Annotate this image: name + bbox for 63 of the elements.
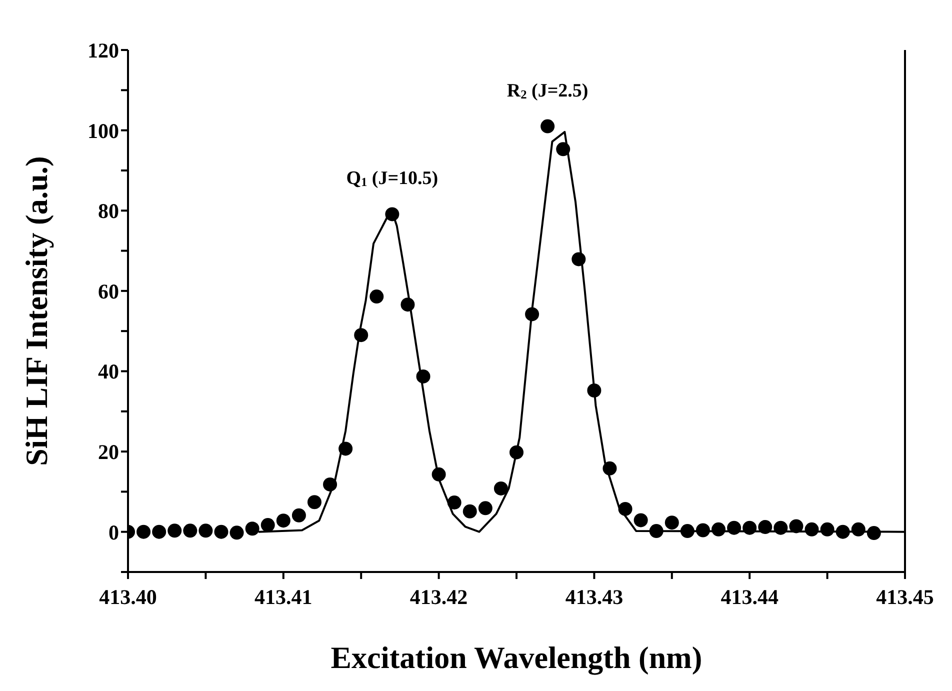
point: [510, 445, 524, 460]
y-tick-label: 100: [88, 118, 119, 143]
point: [385, 207, 400, 222]
point: [307, 495, 322, 510]
point: [540, 119, 555, 134]
point: [851, 522, 866, 536]
point: [774, 520, 788, 535]
x-tick-label: 413.43: [565, 584, 624, 609]
y-tick-label: 20: [98, 440, 119, 464]
y-tick-label: 40: [98, 360, 119, 384]
point: [742, 520, 757, 535]
point: [354, 328, 368, 342]
point: [168, 524, 182, 538]
x-axis-title: Excitation Wavelength (nm): [330, 640, 702, 675]
x-tick-label: 413.44: [720, 584, 779, 609]
point: [712, 522, 726, 536]
y-tick-label: 60: [98, 279, 119, 304]
point: [276, 514, 290, 528]
point: [758, 520, 772, 534]
point: [696, 523, 710, 538]
point: [789, 519, 804, 534]
x-tick-label: 413.45: [876, 584, 934, 609]
point: [804, 522, 819, 536]
point: [400, 298, 415, 312]
point: [245, 522, 260, 536]
point: [214, 524, 228, 539]
point: [525, 307, 540, 322]
point: [602, 461, 617, 476]
x-tick-label: 413.40: [99, 584, 157, 609]
point: [494, 481, 508, 496]
point: [462, 504, 477, 518]
point: [634, 513, 648, 528]
point: [323, 477, 338, 492]
point: [370, 290, 384, 304]
point: [338, 442, 353, 456]
point: [556, 142, 570, 156]
point: [820, 522, 834, 536]
point: [478, 501, 492, 516]
point: [416, 369, 430, 384]
point: [198, 524, 213, 538]
point: [136, 524, 151, 539]
point: [680, 524, 694, 538]
point: [664, 516, 679, 530]
x-tick-label: 413.42: [410, 584, 468, 609]
point: [260, 518, 275, 532]
point: [836, 524, 850, 539]
y-tick-label: 0: [108, 520, 119, 544]
point: [618, 502, 632, 516]
point: [292, 508, 306, 522]
point: [230, 526, 244, 540]
x-tick-label: 413.41: [254, 584, 312, 609]
point: [447, 496, 462, 510]
y-axis-title: SiH LIF Intensity (a.u.): [19, 156, 54, 466]
y-tick-label: 80: [98, 199, 119, 224]
point: [432, 467, 446, 482]
point: [727, 520, 742, 535]
point: [572, 252, 586, 266]
point: [587, 384, 602, 398]
point: [183, 524, 198, 538]
point: [649, 524, 664, 538]
point: [866, 526, 881, 540]
point: [152, 524, 166, 539]
y-tick-label: 120: [88, 38, 119, 62]
